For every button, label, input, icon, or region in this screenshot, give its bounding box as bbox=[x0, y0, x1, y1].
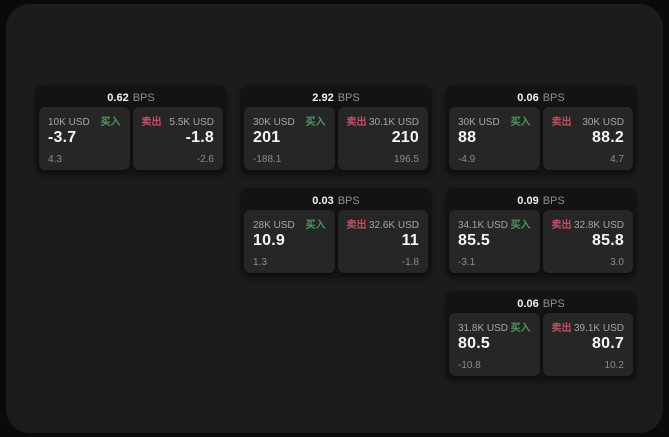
sell-amount: 32.8K USD bbox=[573, 220, 624, 231]
buy-amount: 30K USD bbox=[253, 117, 295, 128]
sell-price: -1.8 bbox=[185, 129, 214, 146]
buy-delta: -4.9 bbox=[458, 154, 476, 165]
buy-amount: 30K USD bbox=[458, 117, 500, 128]
bps-value: 0.06 bbox=[517, 298, 539, 310]
buy-side-label: 买入 bbox=[510, 117, 531, 128]
sell-amount: 32.6K USD bbox=[368, 220, 419, 231]
card-body: 28K USD 买入 10.9 1.3 卖出 32.6K USD 11 -1.8 bbox=[244, 210, 428, 273]
card-body: 31.8K USD 买入 80.5 -10.8 卖出 39.1K USD 80.… bbox=[449, 313, 633, 376]
buy-price: 88 bbox=[458, 129, 477, 146]
spread-card: 0.06 BPS 30K USD 买入 88 -4.9 卖出 30K USD bbox=[445, 85, 637, 174]
buy-price: 85.5 bbox=[458, 232, 490, 249]
buy-price: 10.9 bbox=[253, 232, 285, 249]
buy-side-label: 买入 bbox=[100, 117, 121, 128]
spread-card: 0.62 BPS 10K USD 买入 -3.7 4.3 卖出 5.5K USD bbox=[35, 85, 227, 174]
buy-side-label: 买入 bbox=[510, 323, 531, 334]
sell-side-label: 卖出 bbox=[551, 323, 572, 334]
sell-side-label: 卖出 bbox=[551, 117, 572, 128]
buy-price: -3.7 bbox=[48, 129, 77, 146]
buy-amount: 31.8K USD bbox=[458, 323, 509, 334]
buy-amount: 34.1K USD bbox=[458, 220, 509, 231]
card-body: 34.1K USD 买入 85.5 -3.1 卖出 32.8K USD 85.8… bbox=[449, 210, 633, 273]
sell-delta: 10.2 bbox=[604, 360, 624, 371]
sell-delta: 196.5 bbox=[393, 154, 419, 165]
buy-panel[interactable]: 30K USD 买入 88 -4.9 bbox=[449, 107, 540, 170]
sell-panel[interactable]: 卖出 30K USD 88.2 4.7 bbox=[542, 107, 633, 170]
sell-side-label: 卖出 bbox=[551, 220, 572, 231]
buy-panel[interactable]: 34.1K USD 买入 85.5 -3.1 bbox=[449, 210, 540, 273]
buy-amount: 28K USD bbox=[253, 220, 295, 231]
bps-value: 2.92 bbox=[312, 92, 334, 104]
buy-delta: -188.1 bbox=[253, 154, 282, 165]
bps-header: 0.62 BPS bbox=[39, 89, 223, 107]
sell-amount: 5.5K USD bbox=[169, 117, 214, 128]
buy-side-label: 买入 bbox=[305, 117, 326, 128]
sell-delta: 4.7 bbox=[610, 154, 624, 165]
spread-card: 2.92 BPS 30K USD 买入 201 -188.1 卖出 30.1K U… bbox=[240, 85, 432, 174]
sell-price: 210 bbox=[391, 129, 419, 146]
buy-delta: 4.3 bbox=[48, 154, 62, 165]
card-body: 30K USD 买入 88 -4.9 卖出 30K USD 88.2 4.7 bbox=[449, 107, 633, 170]
bps-value: 0.03 bbox=[312, 195, 334, 207]
bps-unit-label: BPS bbox=[337, 92, 360, 104]
buy-amount: 10K USD bbox=[48, 117, 90, 128]
sell-panel[interactable]: 卖出 32.8K USD 85.8 3.0 bbox=[542, 210, 633, 273]
buy-side-label: 买入 bbox=[305, 220, 326, 231]
sell-panel[interactable]: 卖出 30.1K USD 210 196.5 bbox=[337, 107, 428, 170]
sell-amount: 30K USD bbox=[582, 117, 624, 128]
card-body: 10K USD 买入 -3.7 4.3 卖出 5.5K USD -1.8 -2.… bbox=[39, 107, 223, 170]
bps-value: 0.06 bbox=[517, 92, 539, 104]
sell-panel[interactable]: 卖出 32.6K USD 11 -1.8 bbox=[337, 210, 428, 273]
bps-unit-label: BPS bbox=[542, 298, 565, 310]
card-body: 30K USD 买入 201 -188.1 卖出 30.1K USD 210 1… bbox=[244, 107, 428, 170]
sell-side-label: 卖出 bbox=[141, 117, 162, 128]
sell-amount: 30.1K USD bbox=[368, 117, 419, 128]
bps-unit-label: BPS bbox=[337, 195, 360, 207]
bps-value: 0.62 bbox=[107, 92, 129, 104]
bps-unit-label: BPS bbox=[542, 195, 565, 207]
bps-header: 2.92 BPS bbox=[244, 89, 428, 107]
sell-delta: 3.0 bbox=[610, 257, 624, 268]
spread-card: 0.03 BPS 28K USD 买入 10.9 1.3 卖出 32.6K USD bbox=[240, 188, 432, 277]
buy-panel[interactable]: 30K USD 买入 201 -188.1 bbox=[244, 107, 335, 170]
bps-header: 0.06 BPS bbox=[449, 89, 633, 107]
buy-delta: -10.8 bbox=[458, 360, 481, 371]
buy-panel[interactable]: 28K USD 买入 10.9 1.3 bbox=[244, 210, 335, 273]
bps-header: 0.09 BPS bbox=[449, 192, 633, 210]
bps-unit-label: BPS bbox=[542, 92, 565, 104]
sell-delta: -2.6 bbox=[196, 154, 214, 165]
buy-side-label: 买入 bbox=[510, 220, 531, 231]
bps-unit-label: BPS bbox=[132, 92, 155, 104]
spread-card: 0.09 BPS 34.1K USD 买入 85.5 -3.1 卖出 32.8K … bbox=[445, 188, 637, 277]
sell-price: 11 bbox=[401, 232, 419, 249]
sell-delta: -1.8 bbox=[401, 257, 419, 268]
spread-cards-grid: 0.62 BPS 10K USD 买入 -3.7 4.3 卖出 5.5K USD bbox=[35, 85, 637, 380]
main-panel: 0.62 BPS 10K USD 买入 -3.7 4.3 卖出 5.5K USD bbox=[6, 4, 663, 433]
buy-panel[interactable]: 10K USD 买入 -3.7 4.3 bbox=[39, 107, 130, 170]
bps-header: 0.06 BPS bbox=[449, 295, 633, 313]
buy-panel[interactable]: 31.8K USD 买入 80.5 -10.8 bbox=[449, 313, 540, 376]
spread-card: 0.06 BPS 31.8K USD 买入 80.5 -10.8 卖出 39.1K… bbox=[445, 291, 637, 380]
sell-price: 80.7 bbox=[592, 335, 624, 352]
sell-panel[interactable]: 卖出 39.1K USD 80.7 10.2 bbox=[542, 313, 633, 376]
buy-delta: -3.1 bbox=[458, 257, 476, 268]
sell-panel[interactable]: 卖出 5.5K USD -1.8 -2.6 bbox=[132, 107, 223, 170]
sell-price: 85.8 bbox=[592, 232, 624, 249]
bps-value: 0.09 bbox=[517, 195, 539, 207]
sell-side-label: 卖出 bbox=[346, 117, 367, 128]
bps-header: 0.03 BPS bbox=[244, 192, 428, 210]
buy-price: 80.5 bbox=[458, 335, 490, 352]
buy-price: 201 bbox=[253, 129, 281, 146]
sell-amount: 39.1K USD bbox=[573, 323, 624, 334]
sell-price: 88.2 bbox=[592, 129, 624, 146]
buy-delta: 1.3 bbox=[253, 257, 267, 268]
sell-side-label: 卖出 bbox=[346, 220, 367, 231]
